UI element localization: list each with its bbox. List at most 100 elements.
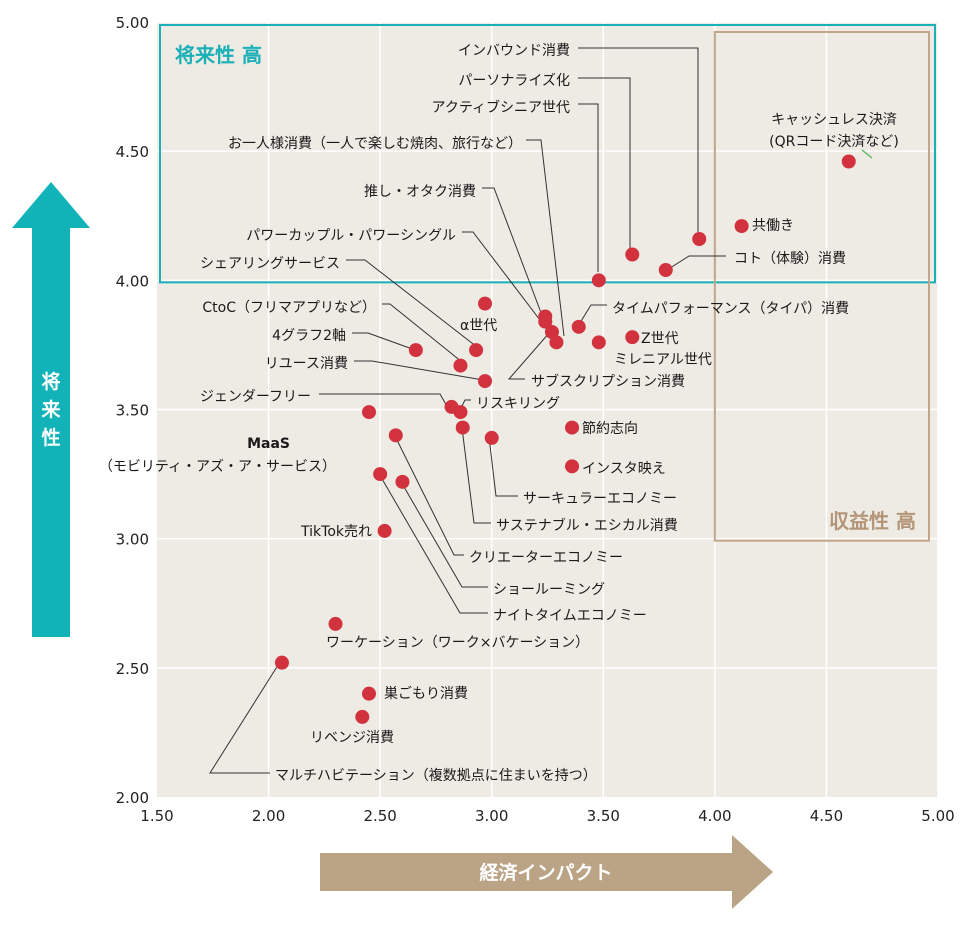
data-point	[377, 523, 392, 538]
y-tick-label: 4.00	[116, 272, 149, 290]
data-point	[591, 335, 606, 350]
leader-line	[382, 303, 463, 363]
data-point	[453, 358, 468, 373]
point-label: 巣ごもり消費	[384, 686, 468, 702]
point-label: ナイトタイムエコノミー	[493, 608, 647, 624]
x-tick-label: 3.50	[587, 807, 620, 825]
zone-label-profit-high: 収益性 高	[829, 509, 916, 533]
x-tick-label: 4.50	[810, 807, 843, 825]
leader-line	[394, 435, 464, 556]
leader-line	[666, 255, 726, 271]
leader-line	[399, 479, 488, 588]
point-label: お一人様消費（一人で楽しむ焼肉、旅行など）	[228, 136, 522, 152]
y-tick-label: 2.00	[116, 789, 149, 807]
point-label: タイムパフォーマンス（タイパ）消費	[612, 301, 849, 317]
y-axis-label: 性	[41, 426, 60, 449]
data-point	[453, 405, 468, 420]
leader-line	[861, 149, 873, 159]
y-axis-label: 来	[41, 399, 60, 421]
point-label: サステナブル・エシカル消費	[496, 517, 678, 534]
leader-line	[482, 187, 544, 319]
point-label: リユース消費	[265, 356, 348, 372]
point-label: 推し・オタク消費	[364, 184, 476, 200]
leader-line	[578, 103, 599, 272]
point-label: Z世代	[641, 331, 679, 347]
y-tick-label: 5.00	[116, 14, 149, 32]
tick-labels: 1.50 2.00 2.50 3.00 3.50 4.00 4.50 5.002.002.50…	[116, 14, 955, 825]
point-label: リベンジ消費	[310, 730, 394, 746]
leader-line	[209, 661, 281, 774]
data-point	[373, 467, 388, 482]
impact-axis-arrow	[320, 835, 773, 909]
data-point	[565, 420, 580, 435]
y-tick-label: 3.00	[116, 531, 149, 549]
point-label: パーソナライズ化	[458, 73, 570, 89]
data-point	[544, 325, 559, 339]
data-point	[591, 273, 606, 288]
data-point	[565, 459, 580, 474]
y-tick-label: 4.50	[116, 143, 149, 161]
point-label: ミレニアル世代	[614, 352, 712, 368]
point-label: インスタ映え	[582, 461, 666, 477]
leader-line	[462, 231, 544, 325]
x-tick-label: 3.00	[475, 807, 508, 825]
zone-future-high	[159, 24, 936, 284]
data-point	[625, 247, 640, 262]
data-point	[361, 405, 376, 420]
point-label: キャッシュレス決済	[771, 112, 897, 128]
leader-lines	[209, 47, 873, 774]
point-label: コト（体験）消費	[734, 251, 846, 267]
data-point	[469, 343, 484, 358]
data-point	[274, 655, 289, 670]
x-tick-label: 2.00	[252, 807, 285, 825]
data-point	[361, 686, 376, 701]
point-label: クリエーターエコノミー	[469, 550, 623, 566]
data-point	[625, 330, 640, 345]
data-point	[841, 154, 856, 169]
point-label: インバウンド消費	[458, 43, 570, 59]
data-point	[478, 296, 493, 311]
data-point	[734, 219, 749, 234]
y-tick-label: 2.50	[116, 660, 149, 678]
point-label: α世代	[460, 318, 497, 334]
y-axis-label: 将	[41, 370, 60, 393]
leader-line	[352, 332, 416, 351]
point-label: 4グラフ2軸	[272, 328, 346, 344]
x-tick-label: 1.50	[140, 807, 173, 825]
data-points	[274, 154, 856, 724]
data-point	[455, 420, 470, 435]
future-axis-arrow	[12, 182, 90, 637]
leader-line	[346, 259, 478, 348]
point-label: サブスクリプション消費	[531, 373, 685, 390]
leader-line	[488, 436, 518, 497]
point-label: 節約志向	[582, 420, 638, 437]
x-tick-label: 4.00	[698, 807, 731, 825]
y-tick-label: 3.50	[116, 402, 149, 420]
leader-line	[526, 139, 565, 337]
data-point	[478, 374, 493, 389]
x-axis-label: 経済インパクト	[479, 861, 612, 884]
point-label: TikTok売れ	[300, 524, 372, 540]
point-label: アクティブシニア世代	[432, 99, 570, 116]
point-label: ジェンダーフリー	[200, 389, 311, 405]
zone-profit-high	[713, 31, 930, 542]
point-label: ワーケーション（ワーク×バケーション）	[326, 635, 589, 651]
point-label: リスキリング	[476, 396, 560, 412]
leader-line	[377, 471, 488, 614]
data-point	[484, 430, 499, 445]
zone-label-future-high: 将来性 高	[175, 43, 262, 67]
leader-line	[319, 393, 449, 409]
point-label: パワーカップル・パワーシングル	[246, 228, 456, 244]
grid	[157, 21, 939, 797]
data-point	[388, 428, 403, 443]
point-label: (QRコード決済など)	[769, 134, 899, 150]
data-point	[395, 474, 410, 489]
point-label: シェアリングサービス	[200, 256, 340, 272]
leader-line	[461, 427, 491, 524]
point-label: 共働き	[752, 218, 794, 234]
data-point	[692, 232, 707, 246]
